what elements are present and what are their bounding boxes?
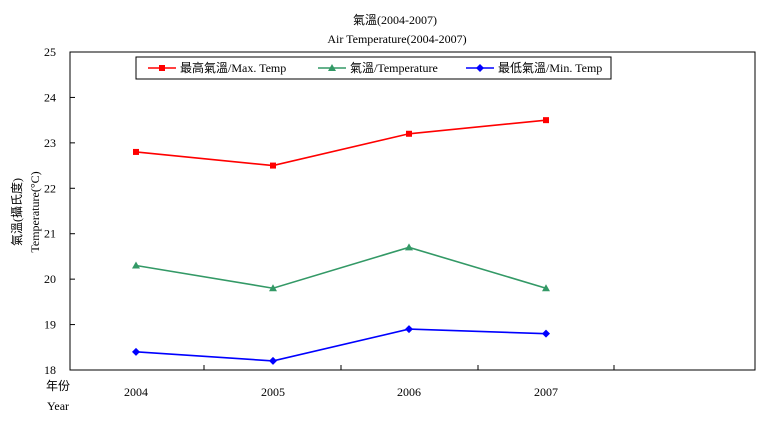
data-point-square — [270, 162, 276, 169]
data-point-diamond — [132, 347, 140, 356]
y-tick-label: 23 — [44, 136, 56, 150]
chart-subtitle: Air Temperature(2004-2007) — [327, 32, 466, 46]
data-point-triangle — [542, 284, 550, 292]
legend-item: 最低氣溫/Min. Temp — [466, 61, 602, 75]
legend-label: 最低氣溫/Min. Temp — [498, 61, 602, 75]
series-1 — [133, 117, 549, 169]
data-point-diamond — [542, 329, 550, 338]
x-axis-label-english: Year — [47, 399, 69, 413]
legend: 最高氣溫/Max. Temp 氣溫/Temperature 最低氣溫/Min. Te… — [135, 56, 612, 80]
data-point-square — [543, 117, 549, 124]
y-tick-label: 20 — [44, 272, 56, 286]
series-2 — [132, 243, 550, 292]
y-tick-label: 18 — [44, 363, 56, 377]
data-point-square — [133, 148, 139, 155]
data-point-triangle — [269, 284, 277, 292]
y-tick-label: 21 — [44, 227, 56, 241]
y-tick-label: 22 — [44, 181, 56, 195]
x-tick-label: 2005 — [261, 385, 285, 399]
data-point-triangle — [132, 261, 140, 269]
legend-label: 最高氣溫/Max. Temp — [180, 60, 286, 75]
data-point-triangle — [405, 243, 413, 251]
series-3 — [132, 325, 550, 365]
plot-area — [69, 51, 756, 371]
y-tick-label: 25 — [44, 45, 56, 59]
legend-item: 最高氣溫/Max. Temp — [148, 60, 286, 75]
x-tick-label: 2007 — [534, 385, 558, 399]
legend-box — [135, 56, 612, 80]
x-axis: 2004 2005 2006 2007 — [69, 365, 615, 399]
series-line — [135, 328, 547, 362]
legend-label: 氣溫/Temperature — [350, 61, 438, 75]
y-axis: 18 19 20 21 22 23 24 25 — [44, 45, 75, 377]
data-point-triangle — [328, 64, 336, 71]
data-point-diamond — [405, 325, 413, 334]
series-line — [135, 119, 547, 167]
y-axis-label-chinese: 氣溫(攝氏度) — [9, 178, 24, 246]
y-axis-label-english: Temperature(°C) — [28, 171, 42, 252]
data-point-diamond — [476, 64, 484, 72]
data-point-square — [406, 130, 412, 137]
x-axis-label-chinese: 年份 — [46, 379, 70, 393]
series-layer — [132, 117, 550, 365]
y-tick-label: 19 — [44, 318, 56, 332]
data-point-square — [159, 65, 165, 71]
data-point-diamond — [269, 356, 277, 365]
y-tick-label: 24 — [44, 90, 56, 104]
chart-title: 氣溫(2004-2007) — [353, 13, 437, 27]
x-tick-label: 2006 — [397, 385, 421, 399]
legend-item: 氣溫/Temperature — [318, 61, 438, 75]
series-line — [135, 246, 547, 290]
x-tick-label: 2004 — [124, 385, 148, 399]
